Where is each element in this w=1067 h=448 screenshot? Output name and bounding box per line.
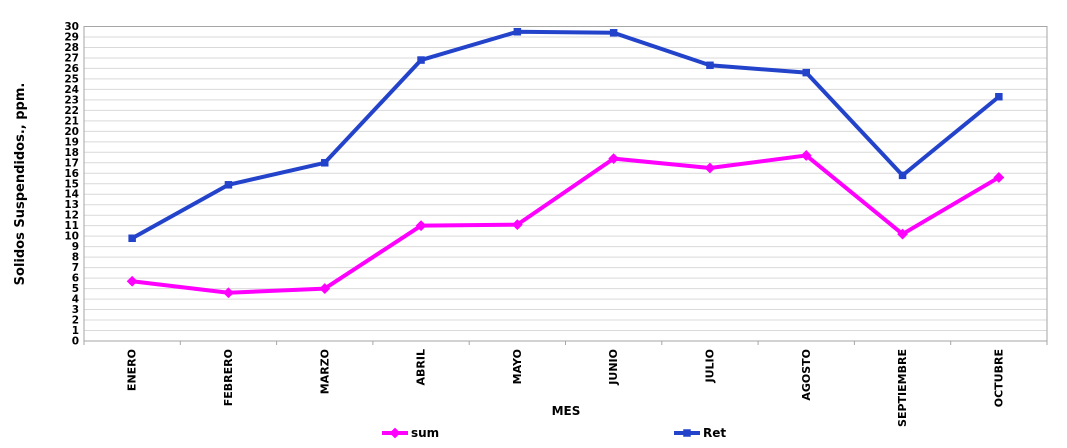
data-point-marker — [511, 219, 523, 231]
data-point-marker — [706, 61, 714, 70]
x-category-labels: ENERO FEBRERO MARZO ABRIL MAYO JUNIO JULIO AGOS… — [126, 349, 1006, 427]
y-tick-label: 23 — [64, 94, 79, 106]
x-category-label: AGOSTO — [800, 349, 813, 401]
x-category-label: MARZO — [318, 349, 331, 394]
axes — [83, 26, 1048, 345]
y-tick-label: 21 — [64, 115, 79, 127]
y-tick-label: 7 — [72, 262, 79, 274]
y-tick-label: 19 — [64, 136, 79, 148]
data-point-marker — [224, 181, 233, 189]
x-category-label: SEPTIEMBRE — [896, 349, 909, 427]
y-tick-label: 5 — [72, 283, 79, 295]
y-tick-label: 29 — [64, 31, 79, 43]
data-point-marker — [800, 150, 812, 161]
x-axis-title: MES — [552, 404, 581, 418]
data-point-marker — [898, 171, 907, 180]
y-tick-label: 28 — [64, 42, 79, 54]
y-tick-label: 30 — [64, 21, 79, 33]
x-category-label: JUNIO — [607, 349, 620, 386]
x-category-label: JULIO — [703, 349, 716, 383]
data-point-marker — [609, 29, 618, 37]
y-tick-label: 1 — [72, 325, 79, 337]
data-point-marker — [897, 228, 908, 240]
legend-label-sum: sum — [411, 426, 439, 440]
y-tick-label: 12 — [64, 210, 79, 222]
data-point-marker — [417, 56, 425, 64]
y-tick-label: 14 — [64, 189, 79, 201]
data-point-marker — [704, 162, 716, 174]
y-tick-label: 13 — [64, 199, 79, 211]
y-tick-label: 17 — [64, 157, 79, 169]
y-tick-label: 22 — [64, 105, 79, 117]
x-category-label: OCTUBRE — [992, 349, 1005, 407]
data-point-marker — [608, 153, 620, 164]
y-tick-label: 3 — [72, 304, 79, 316]
y-tick-label: 25 — [64, 73, 79, 85]
data-point-marker — [389, 427, 401, 439]
y-tick-labels: 0123456789101112131415161718192021222324… — [64, 21, 79, 348]
data-point-marker — [126, 275, 138, 287]
y-tick-label: 24 — [64, 84, 79, 96]
data-point-marker — [683, 429, 691, 437]
data-point-marker — [513, 27, 522, 36]
data-point-marker — [993, 172, 1005, 183]
x-category-label: MAYO — [511, 349, 524, 384]
data-point-marker — [223, 287, 234, 299]
data-point-marker — [319, 283, 331, 294]
data-series — [126, 27, 1005, 299]
data-point-marker — [995, 92, 1003, 101]
series-Ret — [128, 27, 1003, 243]
y-tick-label: 26 — [64, 63, 79, 75]
y-tick-label: 6 — [72, 273, 79, 285]
y-tick-label: 15 — [64, 178, 79, 190]
series-line-sum — [130, 153, 1001, 295]
y-axis-title: Solidos Suspendidos., ppm. — [13, 83, 28, 286]
x-category-label: FEBRERO — [222, 349, 235, 406]
x-category-label: ENERO — [126, 349, 139, 391]
data-point-marker — [321, 159, 329, 167]
legend-label-Ret: Ret — [703, 426, 726, 440]
series-sum — [126, 150, 1005, 299]
y-tick-label: 27 — [64, 52, 79, 64]
data-point-marker — [802, 68, 810, 77]
series-line-Ret — [130, 29, 1001, 241]
y-tick-label: 4 — [72, 294, 79, 306]
y-tick-label: 18 — [64, 147, 79, 159]
y-tick-label: 9 — [72, 241, 79, 253]
y-tick-label: 20 — [64, 126, 79, 138]
y-tick-label: 16 — [64, 168, 79, 180]
y-tick-label: 11 — [64, 220, 79, 232]
data-point-marker — [128, 234, 136, 243]
x-category-label: ABRIL — [415, 349, 428, 385]
legend-item-Ret: Ret — [674, 426, 726, 440]
gridlines — [84, 26, 1047, 342]
y-tick-label: 2 — [72, 315, 79, 327]
y-tick-label: 0 — [72, 336, 79, 348]
legend: sum Ret — [382, 426, 726, 440]
data-point-marker — [415, 220, 427, 232]
y-tick-label: 10 — [64, 231, 79, 243]
legend-item-sum: sum — [382, 426, 439, 440]
y-tick-label: 8 — [72, 252, 79, 264]
